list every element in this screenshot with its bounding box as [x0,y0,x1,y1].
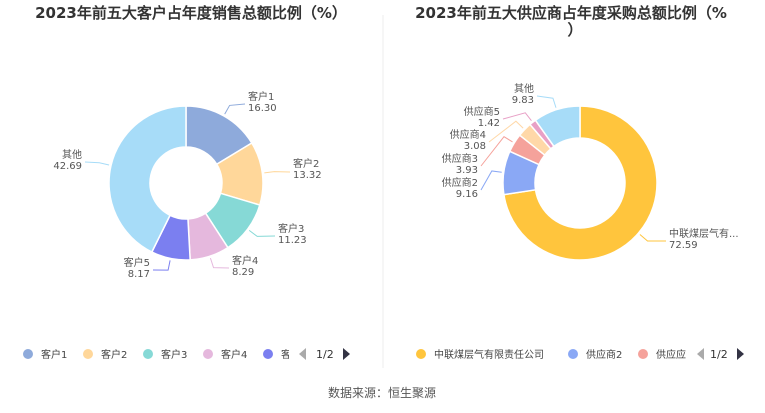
legend-label-customer5[interactable]: 客 [281,348,291,361]
leader-line-1-1 [480,170,502,191]
slice-value-label-1-3: 3.08 [464,141,486,152]
chart-title-suppliers-line1: 2023年前五大供应商占年度采购总额比例（% [415,4,727,22]
legend-marker-supplier2[interactable] [568,349,578,359]
slice-name-label-1-2: 供应商3 [442,152,478,165]
legend-marker-customer4[interactable] [203,349,213,359]
legend-label-customer1[interactable]: 客户1 [41,348,67,361]
leader-line-0-4 [152,260,171,271]
leader-line-0-2 [248,229,276,237]
legend-mask-supplier [688,344,758,364]
slice-name-label-1-3: 供应商4 [450,128,486,141]
legend-pager-supplier: 1/2 [710,348,728,361]
slice-name-label-0-3: 客户4 [232,254,258,267]
customer-legend: 客户1 客户2 客户3 客户4 客 1/2 [23,344,359,364]
slice-name-label-0-2: 客户3 [278,222,304,235]
chart-title-suppliers-line2: ） [567,21,582,39]
donut-slice-0-5[interactable] [108,105,187,254]
slice-value-label-0-5: 42.69 [53,161,82,172]
leader-line-1-3 [488,120,524,143]
leader-line-0-5 [84,161,110,166]
slice-value-label-1-2: 3.93 [456,165,478,176]
legend-prev-icon[interactable] [299,348,306,360]
leader-line-0-1 [264,171,291,174]
legend-label-customer3[interactable]: 客户3 [161,348,187,361]
slice-value-label-0-4: 8.17 [128,269,150,280]
slice-name-label-0-1: 客户2 [293,157,319,170]
chart-title-customers: 2023年前五大客户占年度销售总额比例（%） [35,4,347,22]
leader-line-0-3 [209,257,230,269]
customer-donut [108,105,264,261]
legend-marker-customer1[interactable] [23,349,33,359]
legend-prev-icon-supplier[interactable] [697,348,704,360]
leader-line-1-0 [639,234,667,242]
legend-marker-supplier1[interactable] [416,349,426,359]
slice-name-label-0-0: 客户1 [248,90,274,103]
slice-value-label-1-5: 9.83 [512,95,534,106]
legend-next-icon-supplier[interactable] [737,348,744,360]
slice-value-label-0-3: 8.29 [232,267,254,278]
legend-next-icon[interactable] [343,348,350,360]
slice-value-label-0-0: 16.30 [248,103,277,114]
supplier-legend: 中联煤层气有限责任公司 供应商2 供应应 1/2 [416,344,758,364]
slice-name-label-1-5: 其他 [514,82,534,95]
slice-value-label-0-2: 11.23 [278,235,307,246]
legend-marker-customer5[interactable] [263,349,273,359]
leader-line-1-5 [536,95,557,108]
donut-slice-1-5[interactable] [534,105,581,148]
slice-name-label-1-4: 供应商5 [464,105,500,118]
legend-marker-customer3[interactable] [143,349,153,359]
slice-name-label-0-4: 客户5 [124,256,150,269]
legend-marker-supplier3[interactable] [638,349,648,359]
donut-slice-1-0[interactable] [503,105,658,261]
legend-marker-customer2[interactable] [83,349,93,359]
legend-mask-customer [289,344,359,364]
legend-label-customer4[interactable]: 客户4 [221,348,247,361]
slice-name-label-1-1: 供应商2 [442,176,478,189]
slice-value-label-1-0: 72.59 [669,240,698,251]
legend-label-supplier3[interactable]: 供应应 [656,348,686,361]
leader-line-1-2 [480,136,513,167]
slice-value-label-1-1: 9.16 [456,189,478,200]
data-source-footer: 数据来源：恒生聚源 [328,385,436,400]
slice-value-label-0-1: 13.32 [293,170,322,181]
supplier-donut [502,105,658,261]
slice-value-label-1-4: 1.42 [478,118,500,129]
legend-label-supplier2[interactable]: 供应商2 [586,348,622,361]
legend-pager-customer: 1/2 [316,348,334,361]
leader-line-0-0 [224,103,246,115]
leader-line-1-4 [502,112,532,122]
slice-name-label-1-0: 中联煤层气有... [669,227,739,240]
legend-label-supplier1[interactable]: 中联煤层气有限责任公司 [434,348,544,361]
slice-name-label-0-5: 其他 [62,148,82,161]
legend-label-customer2[interactable]: 客户2 [101,348,127,361]
